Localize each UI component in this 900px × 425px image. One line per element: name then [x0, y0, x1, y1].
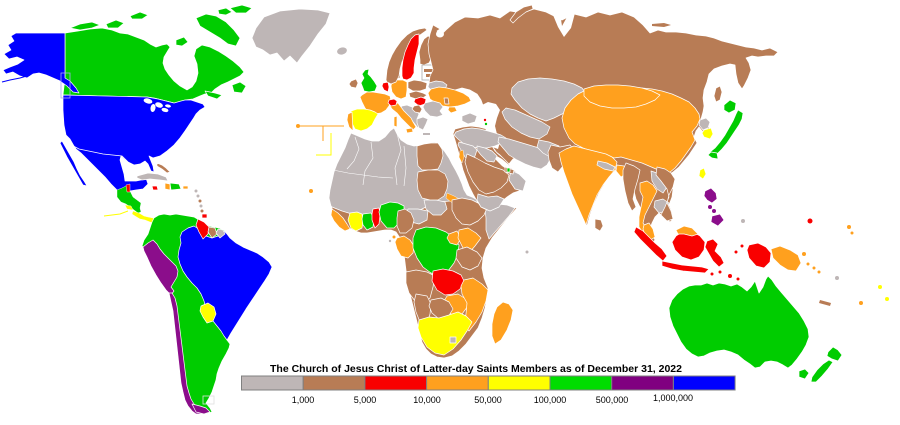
- svg-text:1,000: 1,000: [292, 395, 315, 405]
- svg-text:The Church of Jesus Christ of: The Church of Jesus Christ of Latter-day…: [270, 363, 682, 375]
- svg-text:10,000: 10,000: [413, 395, 441, 405]
- svg-text:100,000: 100,000: [534, 395, 567, 405]
- svg-text:1,000,000: 1,000,000: [653, 393, 693, 403]
- svg-text:5,000: 5,000: [354, 395, 377, 405]
- svg-text:500,000: 500,000: [596, 395, 629, 405]
- svg-text:50,000: 50,000: [474, 395, 502, 405]
